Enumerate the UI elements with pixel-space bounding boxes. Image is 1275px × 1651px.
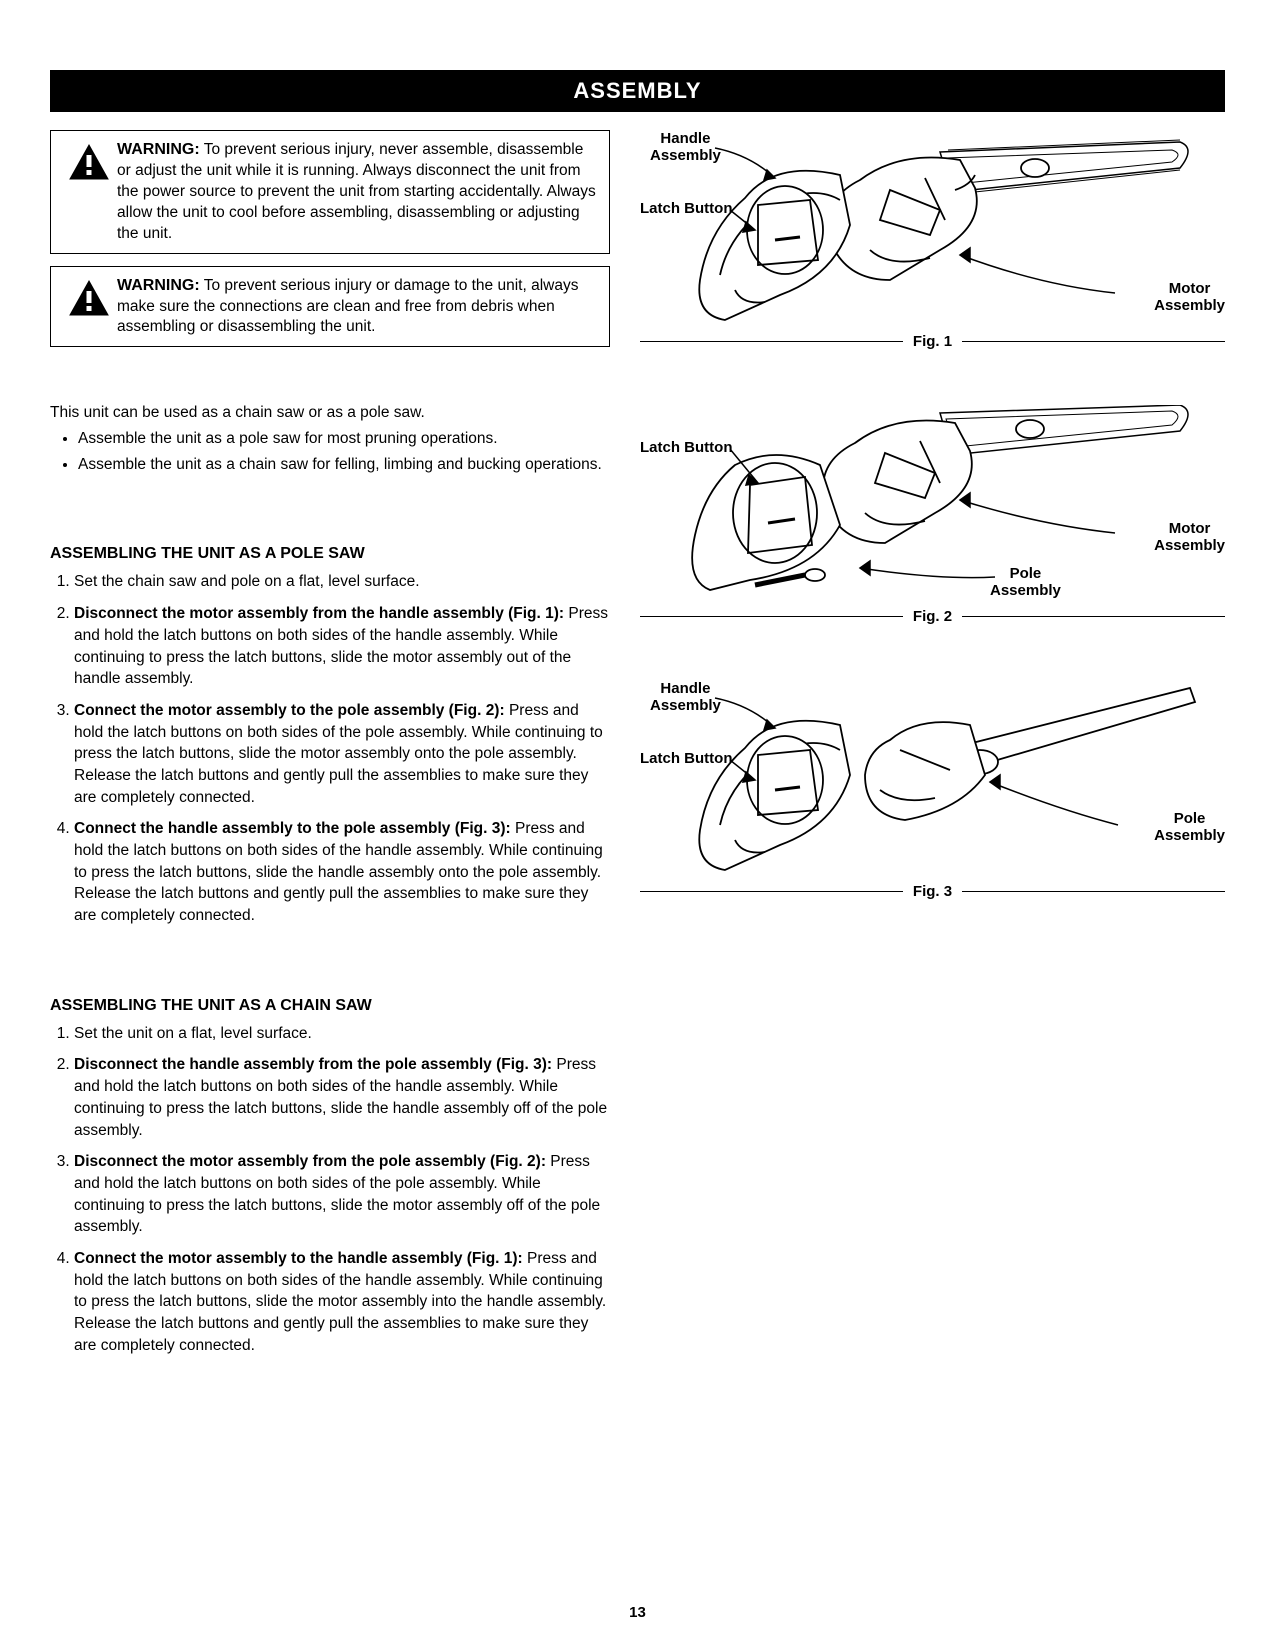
fig3-label-handle-assembly: Handle Assembly [650,680,721,715]
fig2-label-pole-assembly: Pole Assembly [990,565,1061,600]
step: Set the unit on a flat, level surface. [74,1023,610,1045]
left-column: WARNING: To prevent serious injury, neve… [50,130,610,1366]
fig1-caption: Fig. 1 [640,333,1225,350]
fig1-label-latch-button: Latch Button [640,200,732,217]
section-title-assembly: ASSEMBLY [50,70,1225,112]
fig3-label-latch-button: Latch Button [640,750,732,767]
fig3-label-pole-assembly: Pole Assembly [1154,810,1225,845]
figure-1: Handle Assembly Latch Button Motor Assem… [640,130,1225,350]
fig1-illustration [640,130,1200,335]
step: Set the chain saw and pole on a flat, le… [74,571,610,593]
warning-lead: WARNING: [117,141,200,158]
page-number: 13 [0,1604,1275,1621]
warning-box-1: WARNING: To prevent serious injury, neve… [50,130,610,254]
step: Connect the motor assembly to the handle… [74,1248,610,1356]
warning-box-2: WARNING: To prevent serious injury or da… [50,266,610,348]
fig2-illustration [640,405,1200,610]
section-heading-chainsaw: ASSEMBLING THE UNIT AS A CHAIN SAW [50,997,610,1015]
warning-text-2: WARNING: To prevent serious injury or da… [117,275,599,339]
intro-line: This unit can be used as a chain saw or … [50,402,610,424]
step: Disconnect the handle assembly from the … [74,1054,610,1141]
warning-icon [61,139,117,181]
page: ASSEMBLY WARNING: To prevent serious inj… [50,70,1225,1366]
figure-2: Latch Button Motor Assembly Pole Assembl… [640,405,1225,625]
intro-bullet: Assemble the unit as a chain saw for fel… [78,454,610,476]
warning-text-1: WARNING: To prevent serious injury, neve… [117,139,599,245]
intro-block: This unit can be used as a chain saw or … [50,402,610,475]
section-heading-polesaw: ASSEMBLING THE UNIT AS A POLE SAW [50,545,610,563]
intro-bullets: Assemble the unit as a pole saw for most… [50,428,610,475]
fig2-label-motor-assembly: Motor Assembly [1154,520,1225,555]
warning-lead: WARNING: [117,277,200,294]
fig1-label-motor-assembly: Motor Assembly [1154,280,1225,315]
steps-chainsaw: Set the unit on a flat, level surface. D… [50,1023,610,1357]
fig2-label-latch-button: Latch Button [640,439,732,456]
right-column: Handle Assembly Latch Button Motor Assem… [640,130,1225,1366]
figure-3: Handle Assembly Latch Button Pole Assemb… [640,680,1225,900]
step: Connect the motor assembly to the pole a… [74,700,610,808]
fig3-illustration [640,680,1200,885]
fig3-caption: Fig. 3 [640,883,1225,900]
step: Connect the handle assembly to the pole … [74,818,610,926]
warning-icon [61,275,117,317]
two-column-layout: WARNING: To prevent serious injury, neve… [50,130,1225,1366]
intro-bullet: Assemble the unit as a pole saw for most… [78,428,610,450]
fig1-label-handle-assembly: Handle Assembly [650,130,721,165]
fig2-caption: Fig. 2 [640,608,1225,625]
step: Disconnect the motor assembly from the p… [74,1151,610,1238]
steps-polesaw: Set the chain saw and pole on a flat, le… [50,571,610,926]
step: Disconnect the motor assembly from the h… [74,603,610,690]
